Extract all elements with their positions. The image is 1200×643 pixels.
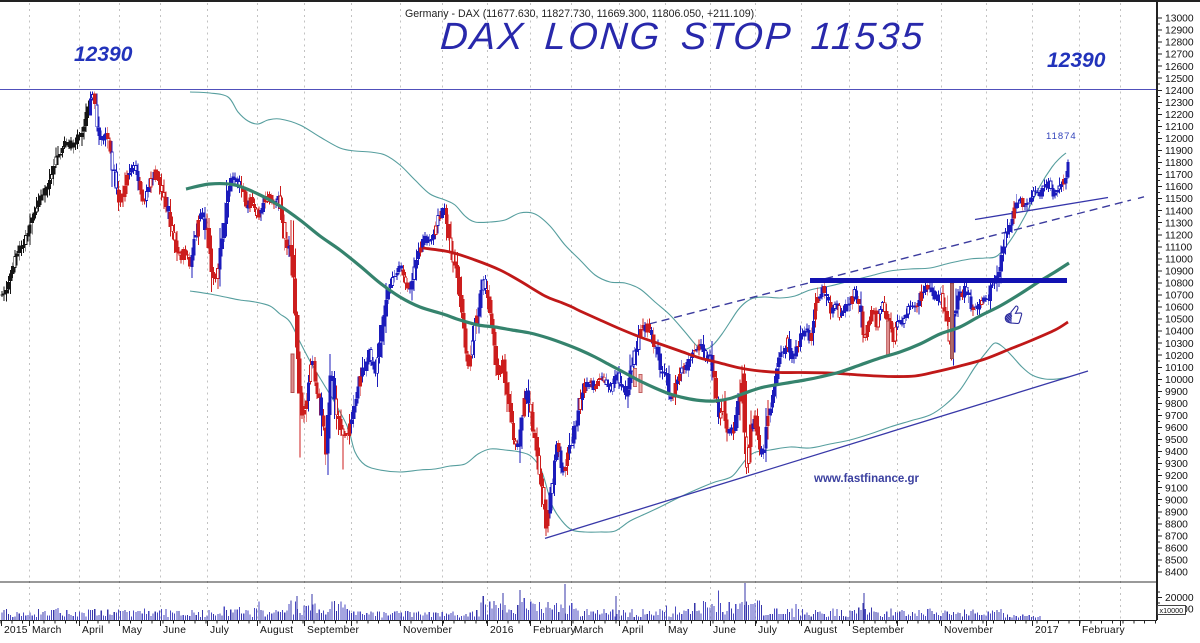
svg-text:2015: 2015 [4,625,28,636]
svg-text:12390: 12390 [74,43,133,66]
svg-text:20000: 20000 [1165,593,1194,604]
svg-text:March: March [574,625,604,636]
svg-text:13000: 13000 [1165,14,1194,25]
svg-text:July: July [210,625,230,636]
svg-text:8800: 8800 [1165,519,1188,530]
svg-text:12100: 12100 [1165,122,1194,133]
svg-text:February: February [533,625,576,636]
svg-text:11300: 11300 [1165,218,1193,229]
svg-text:12400: 12400 [1165,86,1194,97]
svg-text:March: March [32,625,62,636]
svg-text:10600: 10600 [1165,303,1194,314]
svg-text:11800: 11800 [1165,158,1193,169]
svg-text:10300: 10300 [1165,339,1194,350]
svg-text:10100: 10100 [1165,363,1194,374]
svg-text:12300: 12300 [1165,98,1194,109]
svg-text:April: April [622,625,644,636]
svg-text:10500: 10500 [1165,315,1194,326]
svg-text:10700: 10700 [1165,291,1194,302]
svg-text:12200: 12200 [1165,110,1194,121]
svg-text:9500: 9500 [1165,435,1188,446]
svg-text:8500: 8500 [1165,556,1188,567]
svg-text:12700: 12700 [1165,50,1194,61]
svg-text:November: November [403,625,452,636]
svg-text:8900: 8900 [1165,507,1188,518]
svg-text:May: May [668,625,689,636]
svg-text:www.fastfinance.gr: www.fastfinance.gr [813,473,920,485]
svg-text:2017: 2017 [1035,625,1059,636]
svg-text:10400: 10400 [1165,327,1194,338]
svg-text:11500: 11500 [1165,194,1193,205]
svg-text:August: August [260,625,293,636]
svg-text:11000: 11000 [1165,254,1193,265]
svg-text:11100: 11100 [1165,242,1192,253]
svg-text:8600: 8600 [1165,543,1188,554]
svg-text:11600: 11600 [1165,182,1193,193]
svg-text:2016: 2016 [490,625,514,636]
svg-text:February: February [1082,625,1125,636]
svg-text:12000: 12000 [1165,134,1194,145]
svg-text:12600: 12600 [1165,62,1194,73]
svg-text:12900: 12900 [1165,26,1194,37]
svg-text:11400: 11400 [1165,206,1193,217]
svg-text:11900: 11900 [1165,146,1193,157]
svg-text:9400: 9400 [1165,447,1188,458]
svg-text:August: August [804,625,837,636]
svg-text:9300: 9300 [1165,459,1188,470]
svg-text:8700: 8700 [1165,531,1188,542]
svg-text:12500: 12500 [1165,74,1194,85]
svg-text:9900: 9900 [1165,387,1188,398]
svg-text:May: May [122,625,143,636]
svg-text:9200: 9200 [1165,471,1188,482]
svg-text:9700: 9700 [1165,411,1188,422]
svg-text:12800: 12800 [1165,38,1194,49]
svg-text:11200: 11200 [1165,230,1193,241]
svg-text:10900: 10900 [1165,267,1194,278]
svg-text:June: June [163,625,186,636]
svg-text:September: September [307,625,360,636]
svg-text:November: November [944,625,993,636]
svg-text:Germany - DAX (11677.630, 1182: Germany - DAX (11677.630, 11827.730, 116… [405,8,754,20]
svg-text:x10000: x10000 [1160,606,1184,615]
svg-text:June: June [713,625,736,636]
svg-text:10200: 10200 [1165,351,1194,362]
svg-text:8400: 8400 [1165,568,1188,579]
svg-text:September: September [852,625,905,636]
svg-text:July: July [758,625,778,636]
svg-text:11700: 11700 [1165,170,1193,181]
svg-text:11874: 11874 [1046,131,1077,142]
svg-text:April: April [82,625,104,636]
svg-text:9800: 9800 [1165,399,1188,410]
svg-text:9600: 9600 [1165,423,1188,434]
svg-text:10000: 10000 [1165,375,1194,386]
svg-text:12390: 12390 [1047,49,1106,72]
svg-text:DAX LONG STOP 11535: DAX LONG STOP 11535 [439,16,926,58]
svg-text:10800: 10800 [1165,279,1194,290]
svg-text:9100: 9100 [1165,483,1188,494]
svg-text:9000: 9000 [1165,495,1188,506]
